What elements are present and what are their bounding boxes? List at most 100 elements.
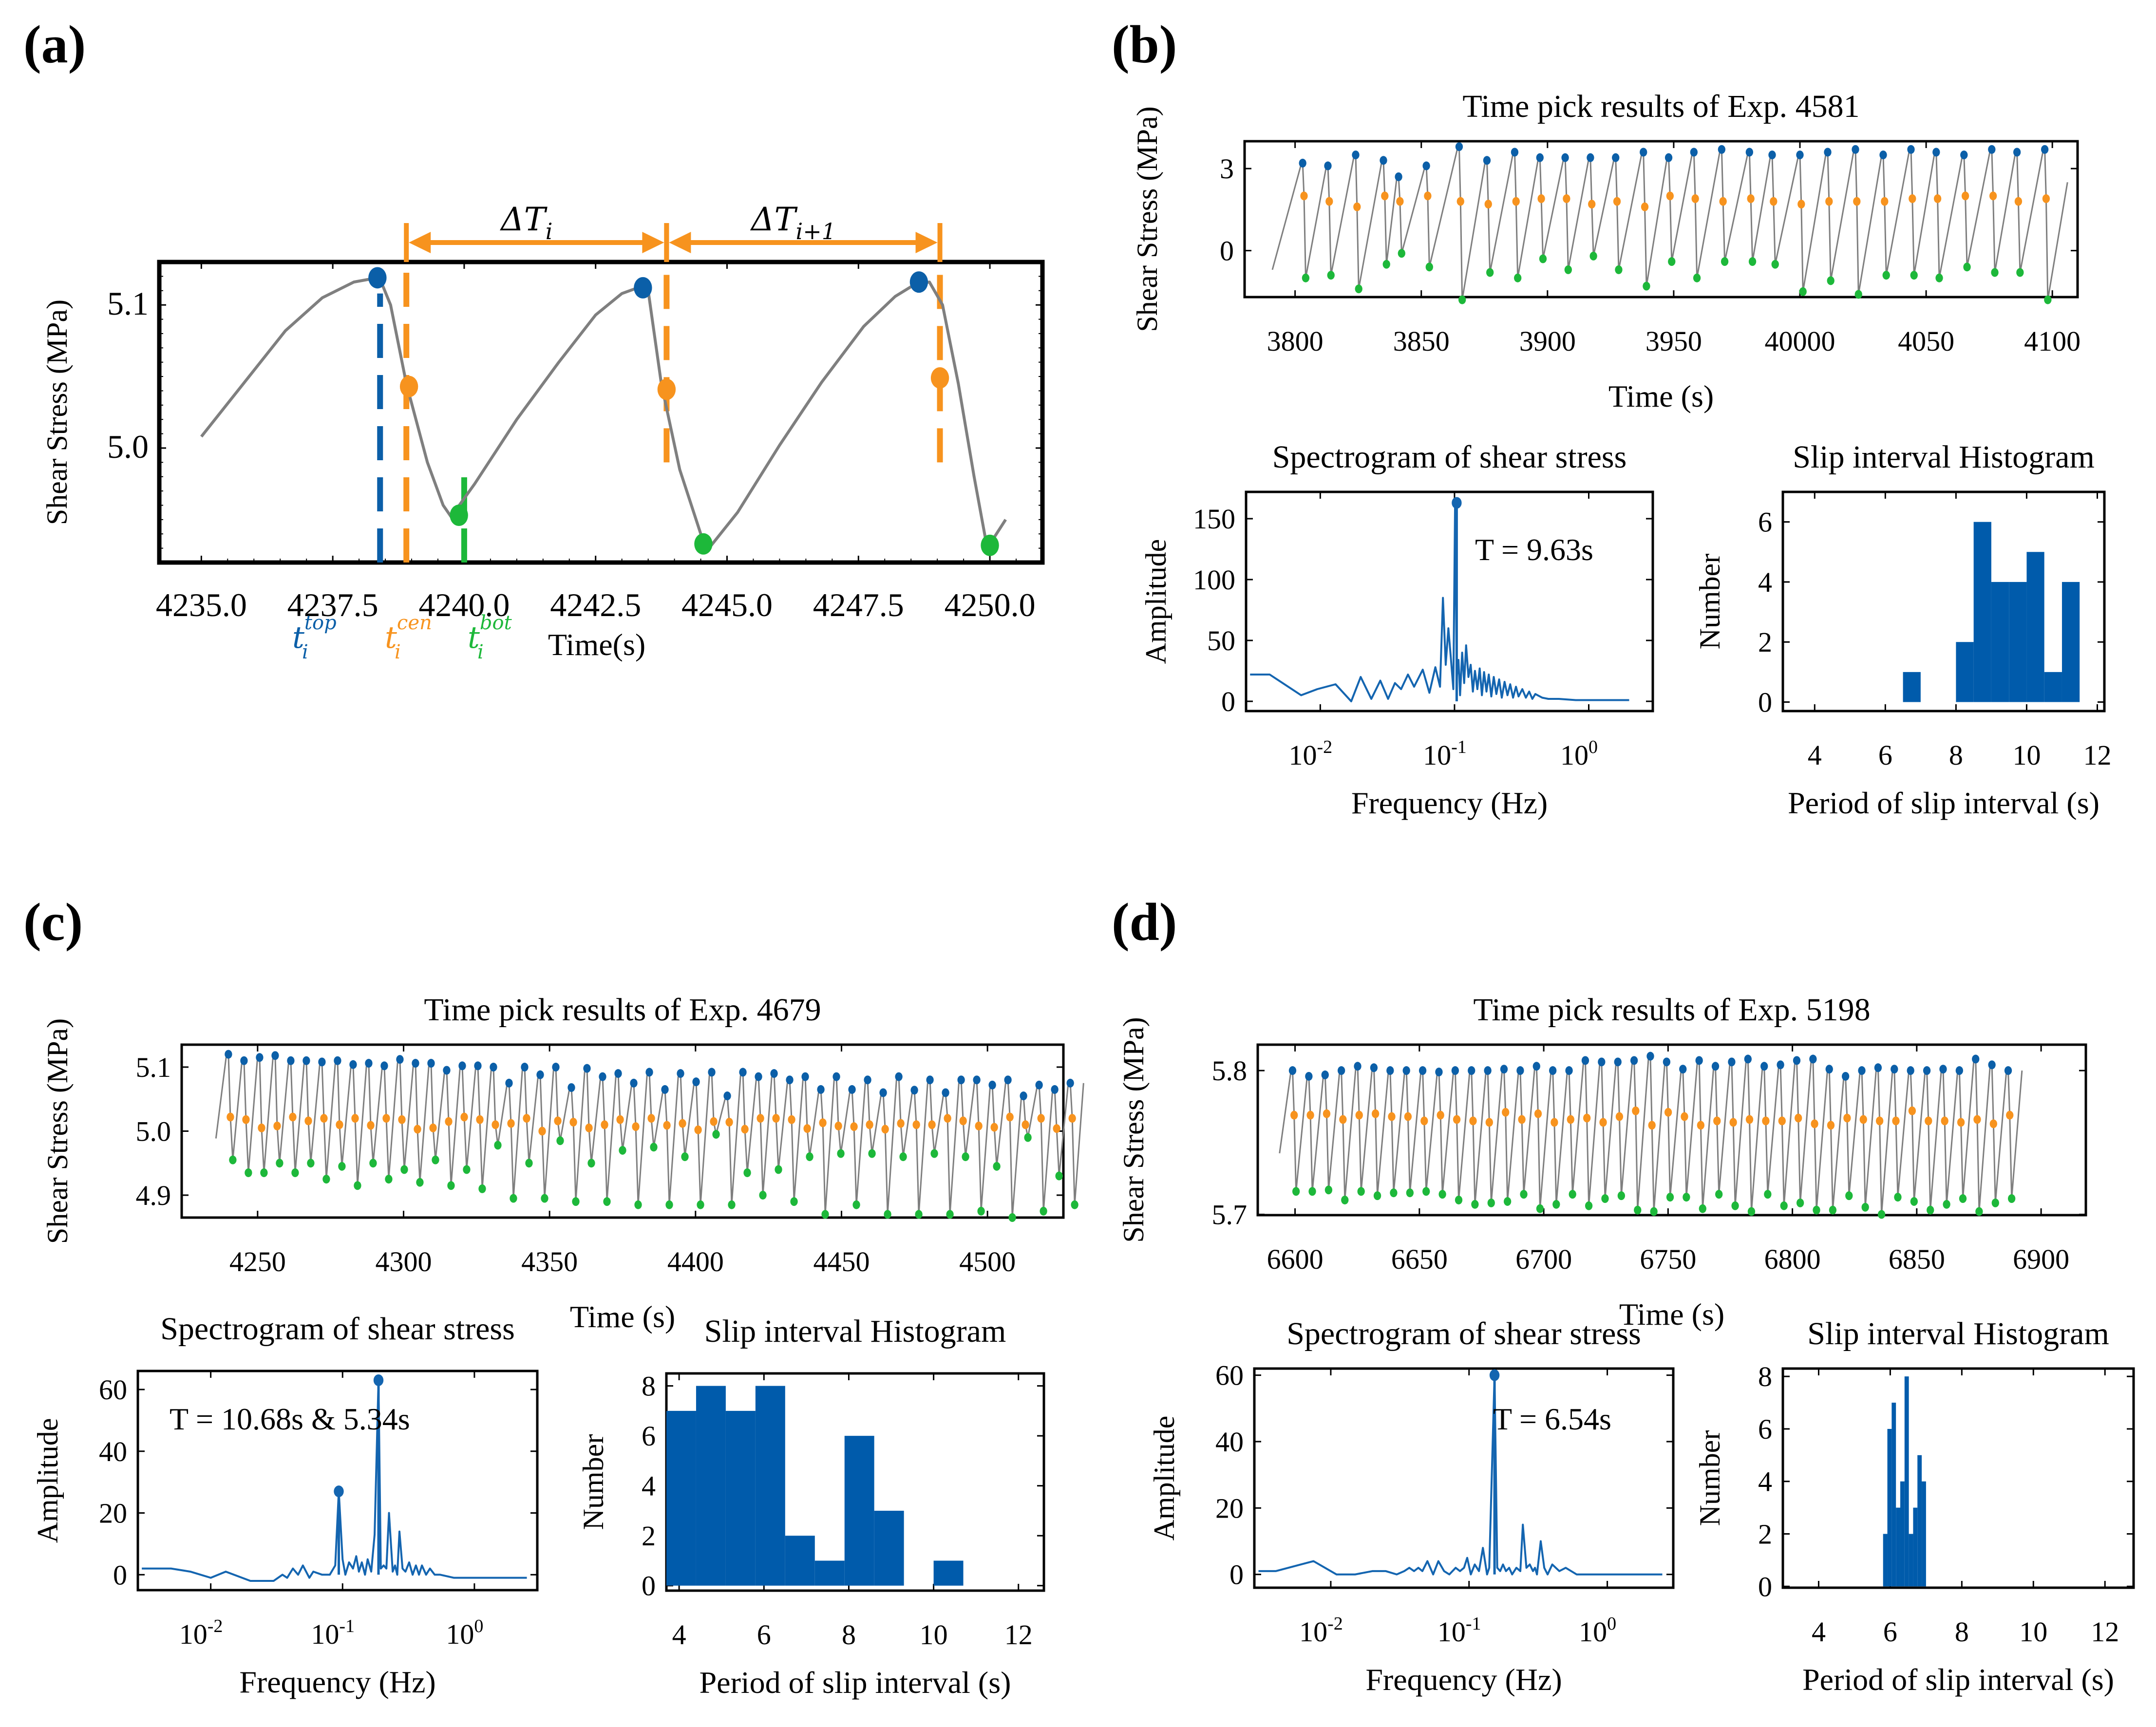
pick-top-marker [1451, 1066, 1459, 1075]
x-axis-label: Time (s) [570, 1299, 675, 1334]
pick-top-marker [303, 1056, 310, 1065]
pick-top-marker [536, 1070, 544, 1079]
pick-cen-marker [1666, 191, 1674, 201]
pick-cen-marker [1825, 197, 1833, 206]
pick-cen-marker [429, 1123, 437, 1132]
plot-frame [1781, 1367, 2135, 1589]
pick-cen-marker [881, 1125, 889, 1134]
pick-top-marker [1352, 150, 1360, 160]
pick-cen-marker [694, 1125, 702, 1134]
x-tick-label: 6600 [1267, 1243, 1324, 1275]
y-tick-label: 0 [113, 1559, 127, 1591]
pick-top-marker [1561, 153, 1569, 162]
pick-cen-marker [1795, 1113, 1802, 1123]
pick-bot-marker [1845, 1191, 1853, 1201]
pick-cen-marker [523, 1114, 530, 1123]
pick-bot-marker [1438, 1190, 1446, 1199]
pick-bot-marker [1721, 257, 1729, 266]
pick-bot-marker [1943, 1200, 1950, 1209]
pick-bot-marker [1935, 273, 1943, 282]
pick-cen-marker [1648, 1121, 1656, 1130]
pick-cen-marker [803, 1124, 811, 1133]
pick-cen-marker [320, 1114, 328, 1123]
x-tick-label: 100 [1560, 737, 1598, 771]
x-tick-label: 4050 [1898, 325, 1954, 357]
pick-bot-marker [806, 1152, 813, 1162]
pick-top-marker [1305, 1071, 1313, 1081]
y-tick-label: 0 [1220, 235, 1234, 267]
y-tick-label: 5.0 [107, 428, 149, 465]
pick-top-marker [552, 1063, 560, 1072]
histogram-bar [785, 1536, 815, 1586]
pick-bot-marker [1882, 271, 1890, 280]
pick-bot-marker [930, 1149, 938, 1158]
pick-top-marker [677, 1069, 684, 1078]
pick-cen-marker [304, 1116, 312, 1126]
x-tick-exponent: -1 [1451, 737, 1467, 757]
pick-bot-marker [447, 1181, 455, 1190]
pick-bot-marker [1486, 268, 1494, 277]
pick-bot-marker [650, 1143, 658, 1152]
pick-cen-marker [975, 1121, 983, 1130]
pick-bot-marker [1040, 1206, 1047, 1216]
y-axis-label: Amplitude [1140, 539, 1172, 664]
pick-cen-marker [930, 367, 949, 389]
x-tick-label: 4237.5 [287, 586, 378, 623]
pick-top-marker [1939, 1065, 1947, 1074]
pick-bot-marker [1910, 271, 1918, 280]
pick-cen-marker [227, 1112, 234, 1122]
y-tick-label: 8 [1758, 1361, 1772, 1392]
pick-top-marker [1500, 1065, 1508, 1074]
x-tick-label: 3800 [1267, 325, 1324, 357]
chart-title: Spectrogram of shear stress [160, 1311, 515, 1347]
peak-marker [1489, 1369, 1500, 1381]
pick-cen-marker [1388, 1112, 1396, 1121]
pick-cen-marker [1989, 191, 1997, 201]
pick-top-marker [443, 1066, 451, 1075]
pick-bot-marker [1601, 1194, 1609, 1203]
x-axis-label: Period of slip interval (s) [1788, 786, 2099, 820]
pick-bot-marker [245, 1168, 252, 1177]
x-axis-label: Time(s) [548, 627, 645, 662]
shear-stress-trace [1279, 1053, 2023, 1215]
histogram-bar [1896, 1507, 1900, 1587]
y-tick-label: 20 [99, 1498, 127, 1529]
pick-cen-marker [460, 1112, 468, 1122]
pick-cen-marker [1909, 194, 1916, 203]
pick-bot-marker [1357, 1187, 1365, 1196]
pick-bot-marker [899, 1152, 907, 1162]
interval-label-subscript: i+1 [796, 218, 836, 244]
x-tick-label: 4250 [229, 1246, 286, 1277]
histogram-bar [1887, 1428, 1892, 1587]
pick-bot-marker [1585, 1201, 1593, 1210]
y-tick-label: 40 [99, 1436, 127, 1467]
pick-top-marker [1468, 1066, 1475, 1075]
pick-top-marker [349, 1060, 357, 1069]
pick-bot-marker [1302, 273, 1310, 282]
x-tick-label: 4247.5 [813, 586, 904, 623]
x-tick-label: 4350 [521, 1246, 578, 1277]
pick-cen-marker [1021, 1120, 1029, 1129]
pick-cen-marker [1339, 1115, 1347, 1124]
pick-top-marker [1386, 1066, 1394, 1075]
pick-cen-marker [1583, 1113, 1591, 1123]
chart-title: Time pick results of Exp. 4679 [424, 992, 821, 1028]
pick-top-marker [755, 1072, 762, 1081]
pick-bot-marker [1390, 1188, 1398, 1198]
x-tick-label: 100 [1579, 1614, 1616, 1648]
histogram-bar [844, 1436, 874, 1586]
pick-top-marker [225, 1050, 232, 1059]
pick-cen-marker [1632, 1106, 1640, 1115]
pick-top-marker [1511, 148, 1519, 157]
panel-label-d: (d) [1112, 892, 1177, 952]
pick-cen-marker [1762, 1116, 1770, 1126]
x-tick-label: 10-2 [179, 1616, 223, 1650]
pick-top-marker [1858, 1066, 1866, 1075]
pick-top-marker [1841, 1071, 1850, 1081]
pick-bot-marker [291, 1168, 299, 1177]
pick-bot-marker [1471, 1200, 1479, 1209]
pick-cen-marker [632, 1122, 640, 1131]
x-tick-label: 4 [672, 1619, 686, 1651]
x-axis-label: Frequency (Hz) [239, 1665, 435, 1699]
x-axis-label: Period of slip interval (s) [1802, 1662, 2114, 1697]
